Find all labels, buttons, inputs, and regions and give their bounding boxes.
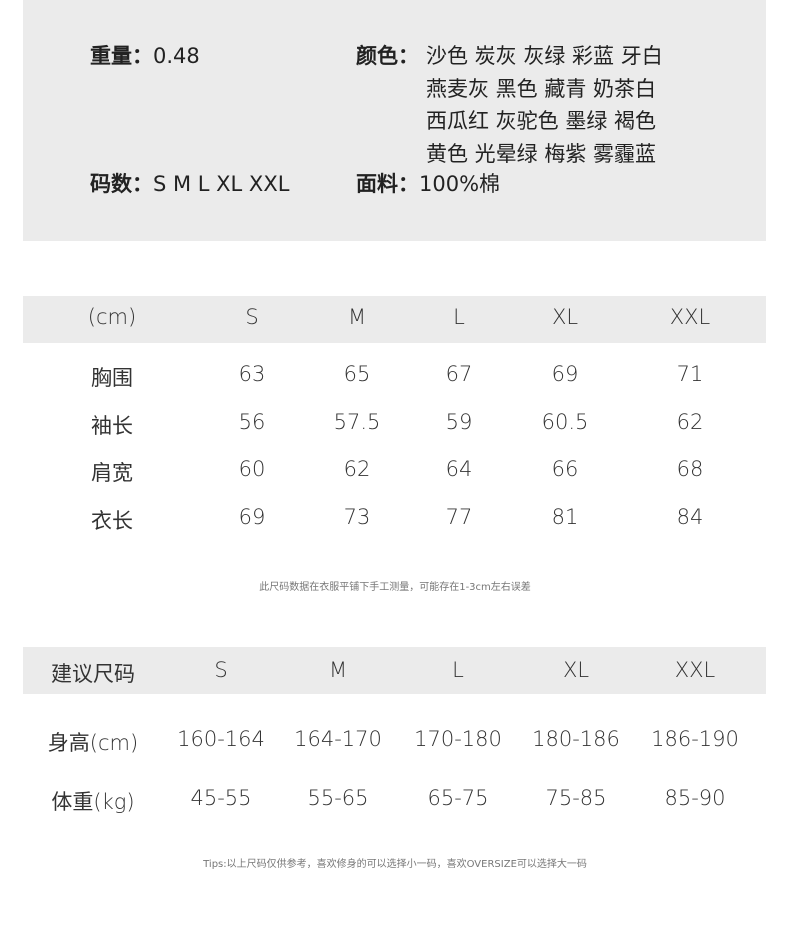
header-cell: M [347,305,367,329]
table-cell: 84 [676,505,704,529]
table-cell: 体重(kg) [51,790,135,814]
table-cell: 60.5 [541,410,589,434]
table-cell: 62 [343,457,371,481]
table-cell: 77 [445,505,473,529]
table-cell: 85-90 [664,786,726,810]
header-cell: XXL [669,305,711,329]
fabric-value: 100%棉 [419,172,501,196]
tips-note: Tips:以上尺码仅供参考，喜欢修身的可以选择小一码，喜欢OVERSIZE可以选… [203,859,587,870]
header-cell: L [452,658,464,682]
fabric-field: 面料：100%棉 [356,168,500,200]
table-cell: 肩宽 [91,461,133,485]
measure-table-header [23,296,766,343]
table-cell: 75-85 [545,786,607,810]
table-cell: 180-186 [532,727,620,751]
table-cell: 45-55 [190,786,252,810]
table-cell: 62 [676,410,704,434]
table-cell: 57.5 [333,410,381,434]
table-cell: 65-75 [427,786,489,810]
weight-field: 重量：0.48 [90,40,200,72]
recommend-table-header [23,647,766,694]
table-cell: 59 [445,410,473,434]
header-cell: M [328,658,348,682]
table-cell: 60 [238,457,266,481]
header-cell: S [245,305,259,329]
fabric-label: 面料： [356,172,419,196]
table-cell: 69 [551,362,579,386]
table-cell: 63 [238,362,266,386]
header-cell: 建议尺码 [51,662,135,686]
header-cell: S [214,658,228,682]
product-info-panel [23,0,766,241]
weight-value: 0.48 [153,44,200,68]
size-label: 码数： [90,172,153,196]
table-cell: 69 [238,505,266,529]
table-cell: 64 [445,457,473,481]
table-cell: 71 [676,362,704,386]
table-cell: 164-170 [294,727,382,751]
table-cell: 衣长 [91,509,133,533]
table-cell: 66 [551,457,579,481]
color-line: 燕麦灰 黑色 藏青 奶茶白 [426,76,657,101]
header-cell: XL [562,658,590,682]
table-cell: 160-164 [177,727,265,751]
header-cell: (cm) [87,305,137,329]
header-cell: XL [551,305,579,329]
table-cell: 186-190 [651,727,739,751]
color-line: 沙色 炭灰 灰绿 彩蓝 牙白 [426,44,663,68]
color-label: 颜色： [356,44,419,68]
table-cell: 55-65 [307,786,369,810]
table-cell: 袖长 [91,414,133,438]
table-cell: 65 [343,362,371,386]
size-field: 码数：S M L XL XXL [90,168,289,200]
color-list: 沙色 炭灰 灰绿 彩蓝 牙白 燕麦灰 黑色 藏青 奶茶白 西瓜红 灰驼色 墨绿 … [426,40,716,170]
table-cell: 68 [676,457,704,481]
table-cell: 胸围 [91,366,133,390]
table-cell: 73 [343,505,371,529]
color-line: 西瓜红 灰驼色 墨绿 褐色 [426,109,657,133]
weight-label: 重量： [90,44,153,68]
table-cell: 56 [238,410,266,434]
table-cell: 身高(cm) [47,731,139,755]
table-cell: 81 [551,505,579,529]
header-cell: L [453,305,465,329]
measure-note: 此尺码数据在衣服平铺下手工测量，可能存在1-3cm左右误差 [259,582,531,593]
table-cell: 170-180 [414,727,502,751]
size-value: S M L XL XXL [153,172,290,196]
table-cell: 67 [445,362,473,386]
header-cell: XXL [674,658,716,682]
color-line: 黄色 光晕绿 梅紫 雾霾蓝 [426,141,657,166]
